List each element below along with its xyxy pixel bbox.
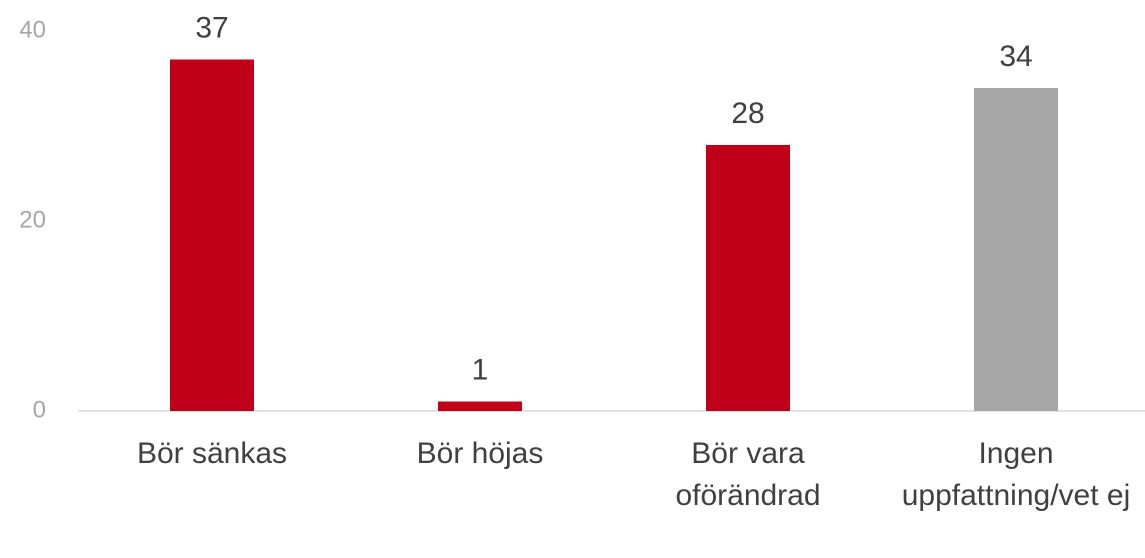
bar bbox=[438, 401, 522, 411]
value-label: 34 bbox=[999, 40, 1032, 73]
y-tick-label: 0 bbox=[33, 396, 46, 423]
bar bbox=[974, 88, 1058, 411]
x-tick-label: Bör höjas bbox=[416, 437, 544, 470]
value-label: 37 bbox=[195, 11, 228, 44]
bar bbox=[706, 145, 790, 411]
y-tick-label: 40 bbox=[19, 16, 46, 43]
x-tick-label: Ingen uppfattning/vet ej bbox=[901, 437, 1131, 512]
x-tick-label: Bör vara oförändrad bbox=[675, 437, 821, 512]
y-tick-label: 20 bbox=[19, 206, 46, 233]
value-label: 28 bbox=[731, 97, 764, 130]
value-label: 1 bbox=[472, 353, 489, 386]
x-tick-label: Bör sänkas bbox=[136, 437, 288, 470]
bar bbox=[170, 59, 254, 411]
